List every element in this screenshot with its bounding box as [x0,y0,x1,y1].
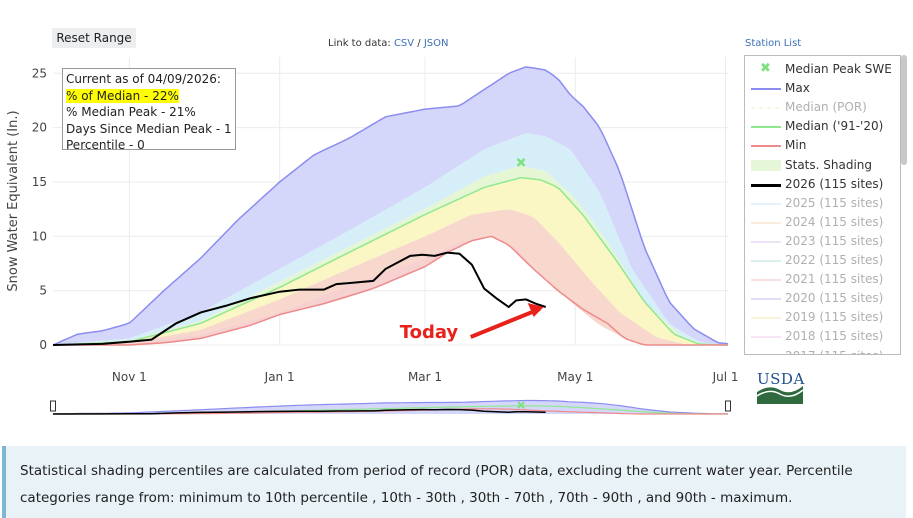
legend-item[interactable]: 2021 (115 sites) [745,270,900,289]
legend-label: Median (POR) [785,100,867,115]
station-list-link[interactable]: Station List [745,38,802,49]
legend-swatch [751,260,781,262]
usda-logo: USDA [757,370,805,404]
legend-swatch [751,107,781,110]
legend-item[interactable]: Stats. Shading [745,156,900,175]
x-tick-label: Nov 1 [112,370,147,384]
y-tick-label: 25 [32,66,47,80]
max-line[interactable] [52,66,729,346]
legend-item[interactable]: 2017 (115 sites) [745,347,900,355]
legend-item[interactable]: 2018 (115 sites) [745,327,900,346]
json-link[interactable]: JSON [423,38,449,49]
shading-band [53,209,728,345]
legend-swatch [751,279,781,282]
legend-swatch [751,221,781,224]
legend-swatch [751,240,781,243]
shading-band [53,177,728,345]
slider-current-line [52,408,546,415]
y-tick-label: 0 [39,338,47,352]
stats-days-since-peak: Days Since Median Peak - 1 [66,121,232,136]
x-tick-label: May 1 [557,370,593,384]
legend-item[interactable]: 2024 (115 sites) [745,213,900,232]
x-tick-label: Jul 1 [712,370,739,384]
legend-label: 2026 (115 sites) [785,176,884,191]
legend-item[interactable]: Median (POR) [745,98,900,117]
legend-swatch [751,202,781,205]
x-tick-label: Mar 1 [408,370,442,384]
legend-swatch: ✖ [760,61,771,76]
stats-percentile: Percentile - 0 [66,138,145,152]
csv-link[interactable]: CSV [393,38,415,49]
shading-band [53,67,728,345]
chart-area: Reset Range Link to data: CSV / JSON Sta… [6,28,907,415]
legend-item[interactable]: 2020 (115 sites) [745,289,900,308]
min-line[interactable] [53,235,728,346]
legend-label: 2020 (115 sites) [785,291,884,306]
legend-label: 2023 (115 sites) [785,233,884,248]
legend-swatch [751,336,781,339]
slider-area [53,400,728,414]
stats-current-as-of: Current as of 04/09/2026: [66,72,221,86]
legend-label: 2024 (115 sites) [785,214,884,229]
data-links: Link to data: CSV / JSON [328,38,449,49]
legend-label: 2018 (115 sites) [785,329,884,344]
legend-swatch [751,159,781,171]
x-tick-label: Jan 1 [264,370,295,384]
stats-box: Current as of 04/09/2026: % of Median - … [62,68,236,152]
legend-item[interactable]: 2023 (115 sites) [745,232,900,251]
legend-scrollbar[interactable] [901,55,907,165]
y-tick-label: 10 [32,229,47,243]
slider-handle-right[interactable] [725,400,731,412]
y-tick-label: 15 [32,175,47,189]
legend-label: 2021 (115 sites) [785,272,884,287]
legend-item[interactable]: 2022 (115 sites) [745,251,900,270]
legend-item[interactable]: Max [745,79,900,98]
y-tick-label: 20 [32,121,47,135]
shading-note-text: Statistical shading percentiles are calc… [20,463,853,506]
legend-label: 2022 (115 sites) [785,253,884,267]
legend-label: 2017 (115 sites) [785,349,883,355]
shading-note: Statistical shading percentiles are calc… [2,446,906,518]
legend-swatch [751,183,781,187]
y-tick-label: 5 [39,284,47,298]
today-arrow-shaft [469,307,541,339]
link-separator: / [414,38,424,49]
legend-swatch [751,298,781,301]
legend-label: Min [785,138,807,153]
median-line[interactable] [52,176,728,346]
legend-item[interactable]: Min [745,136,900,155]
legend-item[interactable]: ✖ Median Peak SWE [745,60,900,79]
chart-legend: ✖ Median Peak SWE Max Median (POR) Median ('… [744,55,901,355]
legend-item[interactable]: 2026 (115 sites) [745,175,900,194]
usda-logo-text: USDA [757,370,805,388]
swe-chart: 0 5 10 15 20 25 Nov 1 Jan 1 Mar 1 May 1 Jul 1 Snow … [6,57,739,415]
stats-pct-of-median: % of Median - 22% [66,88,179,103]
today-label: Today [400,322,459,343]
legend-item[interactable]: 2019 (115 sites) [745,308,900,327]
legend-label: Stats. Shading [785,157,873,172]
slider-line [52,399,728,415]
reset-range-button[interactable]: Reset Range [52,28,136,48]
current-year-line[interactable] [52,251,547,346]
legend-item[interactable]: 2025 (115 sites) [745,194,900,213]
slider-handle-left[interactable] [50,400,56,412]
today-arrow-head [527,302,544,317]
slider-marker [517,401,525,409]
legend-swatch [751,317,781,320]
legend-label: 2025 (115 sites) [785,195,884,210]
legend-item[interactable]: Median ('91-'20) [745,117,900,136]
stats-pct-median-peak: % Median Peak - 21% [66,105,196,119]
legend-label: Max [785,81,810,96]
link-prefix: Link to data: [328,38,394,49]
legend-label: Median Peak SWE [785,62,892,76]
legend-swatch [751,126,781,129]
legend-label: 2019 (115 sites) [785,310,884,325]
legend-swatch [751,88,781,91]
y-axis-label: Snow Water Equivalent (In.) [6,110,21,291]
legend-swatch [751,145,781,148]
legend-label: Median ('91-'20) [785,119,884,134]
median-peak-marker[interactable] [516,158,526,167]
